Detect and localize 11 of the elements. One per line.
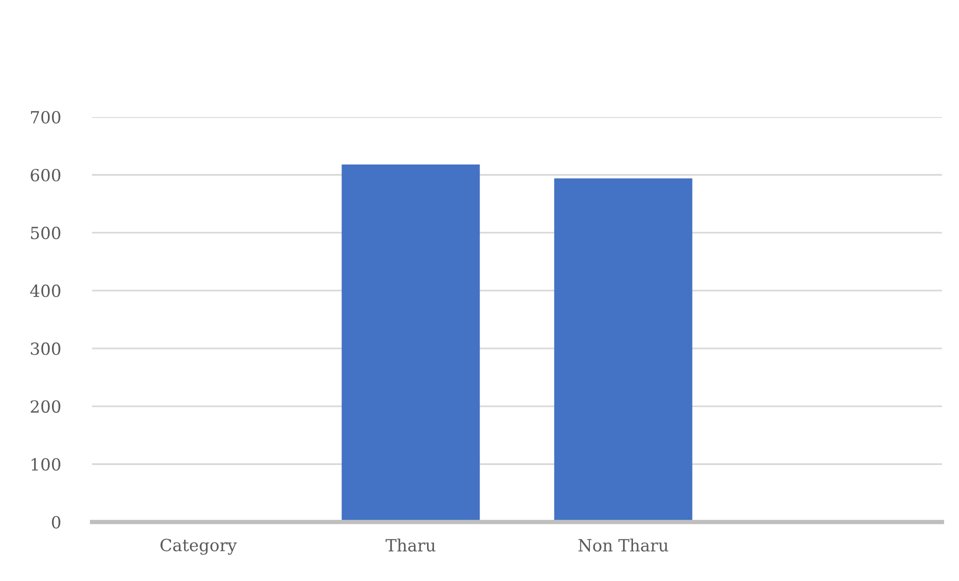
y-tick-label: 300	[30, 342, 60, 355]
x-tick-label: Non Tharu	[578, 538, 668, 552]
x-tick-label: Tharu	[386, 538, 436, 552]
y-tick-label: 500	[31, 226, 60, 240]
y-tick-label: 600	[30, 168, 60, 182]
y-tick-label: 400	[30, 284, 60, 298]
x-tick-label: Category	[160, 538, 237, 555]
y-tick-label: 200	[30, 400, 60, 413]
y-tick-label: 700	[31, 110, 60, 124]
y-tick-label: 100	[32, 458, 60, 471]
y-tick-label: 0	[52, 516, 60, 529]
